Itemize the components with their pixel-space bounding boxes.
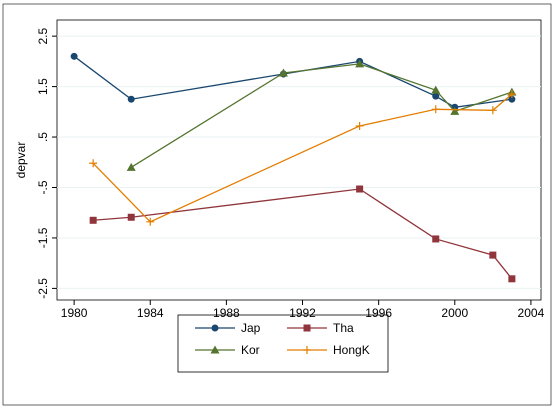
point (432, 92, 440, 100)
plot-area (56, 19, 542, 301)
point (488, 106, 497, 115)
point (489, 251, 497, 259)
x-tick-label: 1996 (365, 306, 392, 320)
series-line (130, 63, 513, 168)
point (355, 59, 365, 68)
x-tick-label: 1992 (289, 306, 316, 320)
point (278, 68, 288, 77)
point (89, 159, 98, 168)
x-tick-label: 1980 (61, 306, 88, 320)
x-tick-label: 1984 (137, 306, 164, 320)
legend-label: Jap (241, 321, 261, 335)
x-tick-label: 2000 (441, 306, 468, 320)
point (431, 85, 441, 94)
y-tick-label: 2.5 (36, 27, 50, 44)
y-tick-label: 1.5 (36, 78, 50, 95)
series-line (92, 93, 513, 223)
x-tick-label: 2004 (518, 306, 545, 320)
point (450, 106, 460, 115)
point (508, 95, 516, 103)
legend-label: Tha (333, 321, 354, 335)
legend-marker (303, 324, 311, 332)
y-tick-label: -.5 (36, 180, 50, 194)
y-tick-label: -2.5 (36, 278, 50, 299)
point (431, 105, 440, 114)
point (355, 121, 364, 130)
y-tick-label: -1.5 (36, 227, 50, 248)
x-tick-label: 1988 (213, 306, 240, 320)
legend-frame (177, 314, 389, 373)
point (507, 90, 516, 99)
point (126, 162, 136, 171)
point (127, 213, 135, 221)
legend-label: Kor (241, 343, 260, 357)
point (146, 217, 155, 226)
point (70, 52, 78, 60)
y-axis-title: depvar (14, 142, 28, 179)
y-tick-label: .5 (36, 132, 50, 142)
point (356, 185, 364, 193)
legend-marker (303, 346, 311, 354)
legend-label: HongK (333, 343, 370, 357)
legend-marker (210, 345, 220, 354)
legend-marker (211, 324, 219, 332)
point (508, 275, 516, 283)
point (127, 95, 135, 103)
point (89, 216, 97, 224)
series-line (93, 188, 513, 280)
point (432, 235, 440, 243)
